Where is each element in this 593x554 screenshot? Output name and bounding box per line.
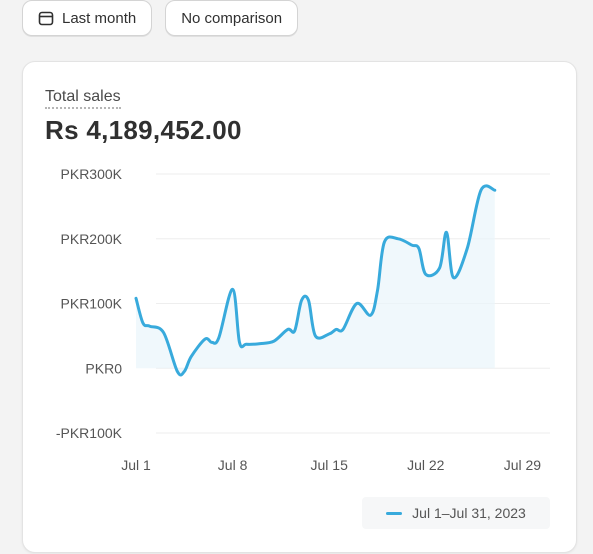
x-tick-label: Jul 29 bbox=[504, 457, 542, 473]
chart-legend[interactable]: Jul 1–Jul 31, 2023 bbox=[362, 497, 550, 529]
date-range-label: Last month bbox=[62, 9, 137, 27]
comparison-label: No comparison bbox=[181, 9, 283, 27]
legend-label: Jul 1–Jul 31, 2023 bbox=[412, 505, 526, 521]
legend-swatch bbox=[386, 511, 403, 515]
series-line[interactable] bbox=[134, 184, 497, 377]
sales-line-chart: PKR300K PKR200K PKR100K PKR0 -PKR100K Jul 1 J… bbox=[56, 166, 550, 473]
y-tick-label: PKR100K bbox=[61, 296, 123, 312]
calendar-icon bbox=[38, 10, 54, 26]
top-toolbar: Last month No comparison bbox=[22, 0, 299, 36]
total-sales-card: Total sales Rs 4,189,452.00 PKR300K PKR20… bbox=[22, 61, 577, 553]
comparison-button[interactable]: No comparison bbox=[165, 0, 299, 36]
y-tick-label: -PKR100K bbox=[56, 425, 123, 441]
x-tick-label: Jul 15 bbox=[311, 457, 349, 473]
x-tick-label: Jul 1 bbox=[121, 457, 151, 473]
y-tick-label: PKR0 bbox=[85, 360, 122, 376]
series-area bbox=[136, 185, 495, 376]
x-tick-label: Jul 8 bbox=[218, 457, 248, 473]
metric-value: Rs 4,189,452.00 bbox=[45, 115, 242, 145]
metric-title[interactable]: Total sales bbox=[45, 88, 121, 109]
y-tick-label: PKR200K bbox=[61, 231, 123, 247]
x-tick-label: Jul 22 bbox=[407, 457, 445, 473]
y-tick-label: PKR300K bbox=[61, 166, 123, 182]
date-range-button[interactable]: Last month bbox=[22, 0, 153, 36]
